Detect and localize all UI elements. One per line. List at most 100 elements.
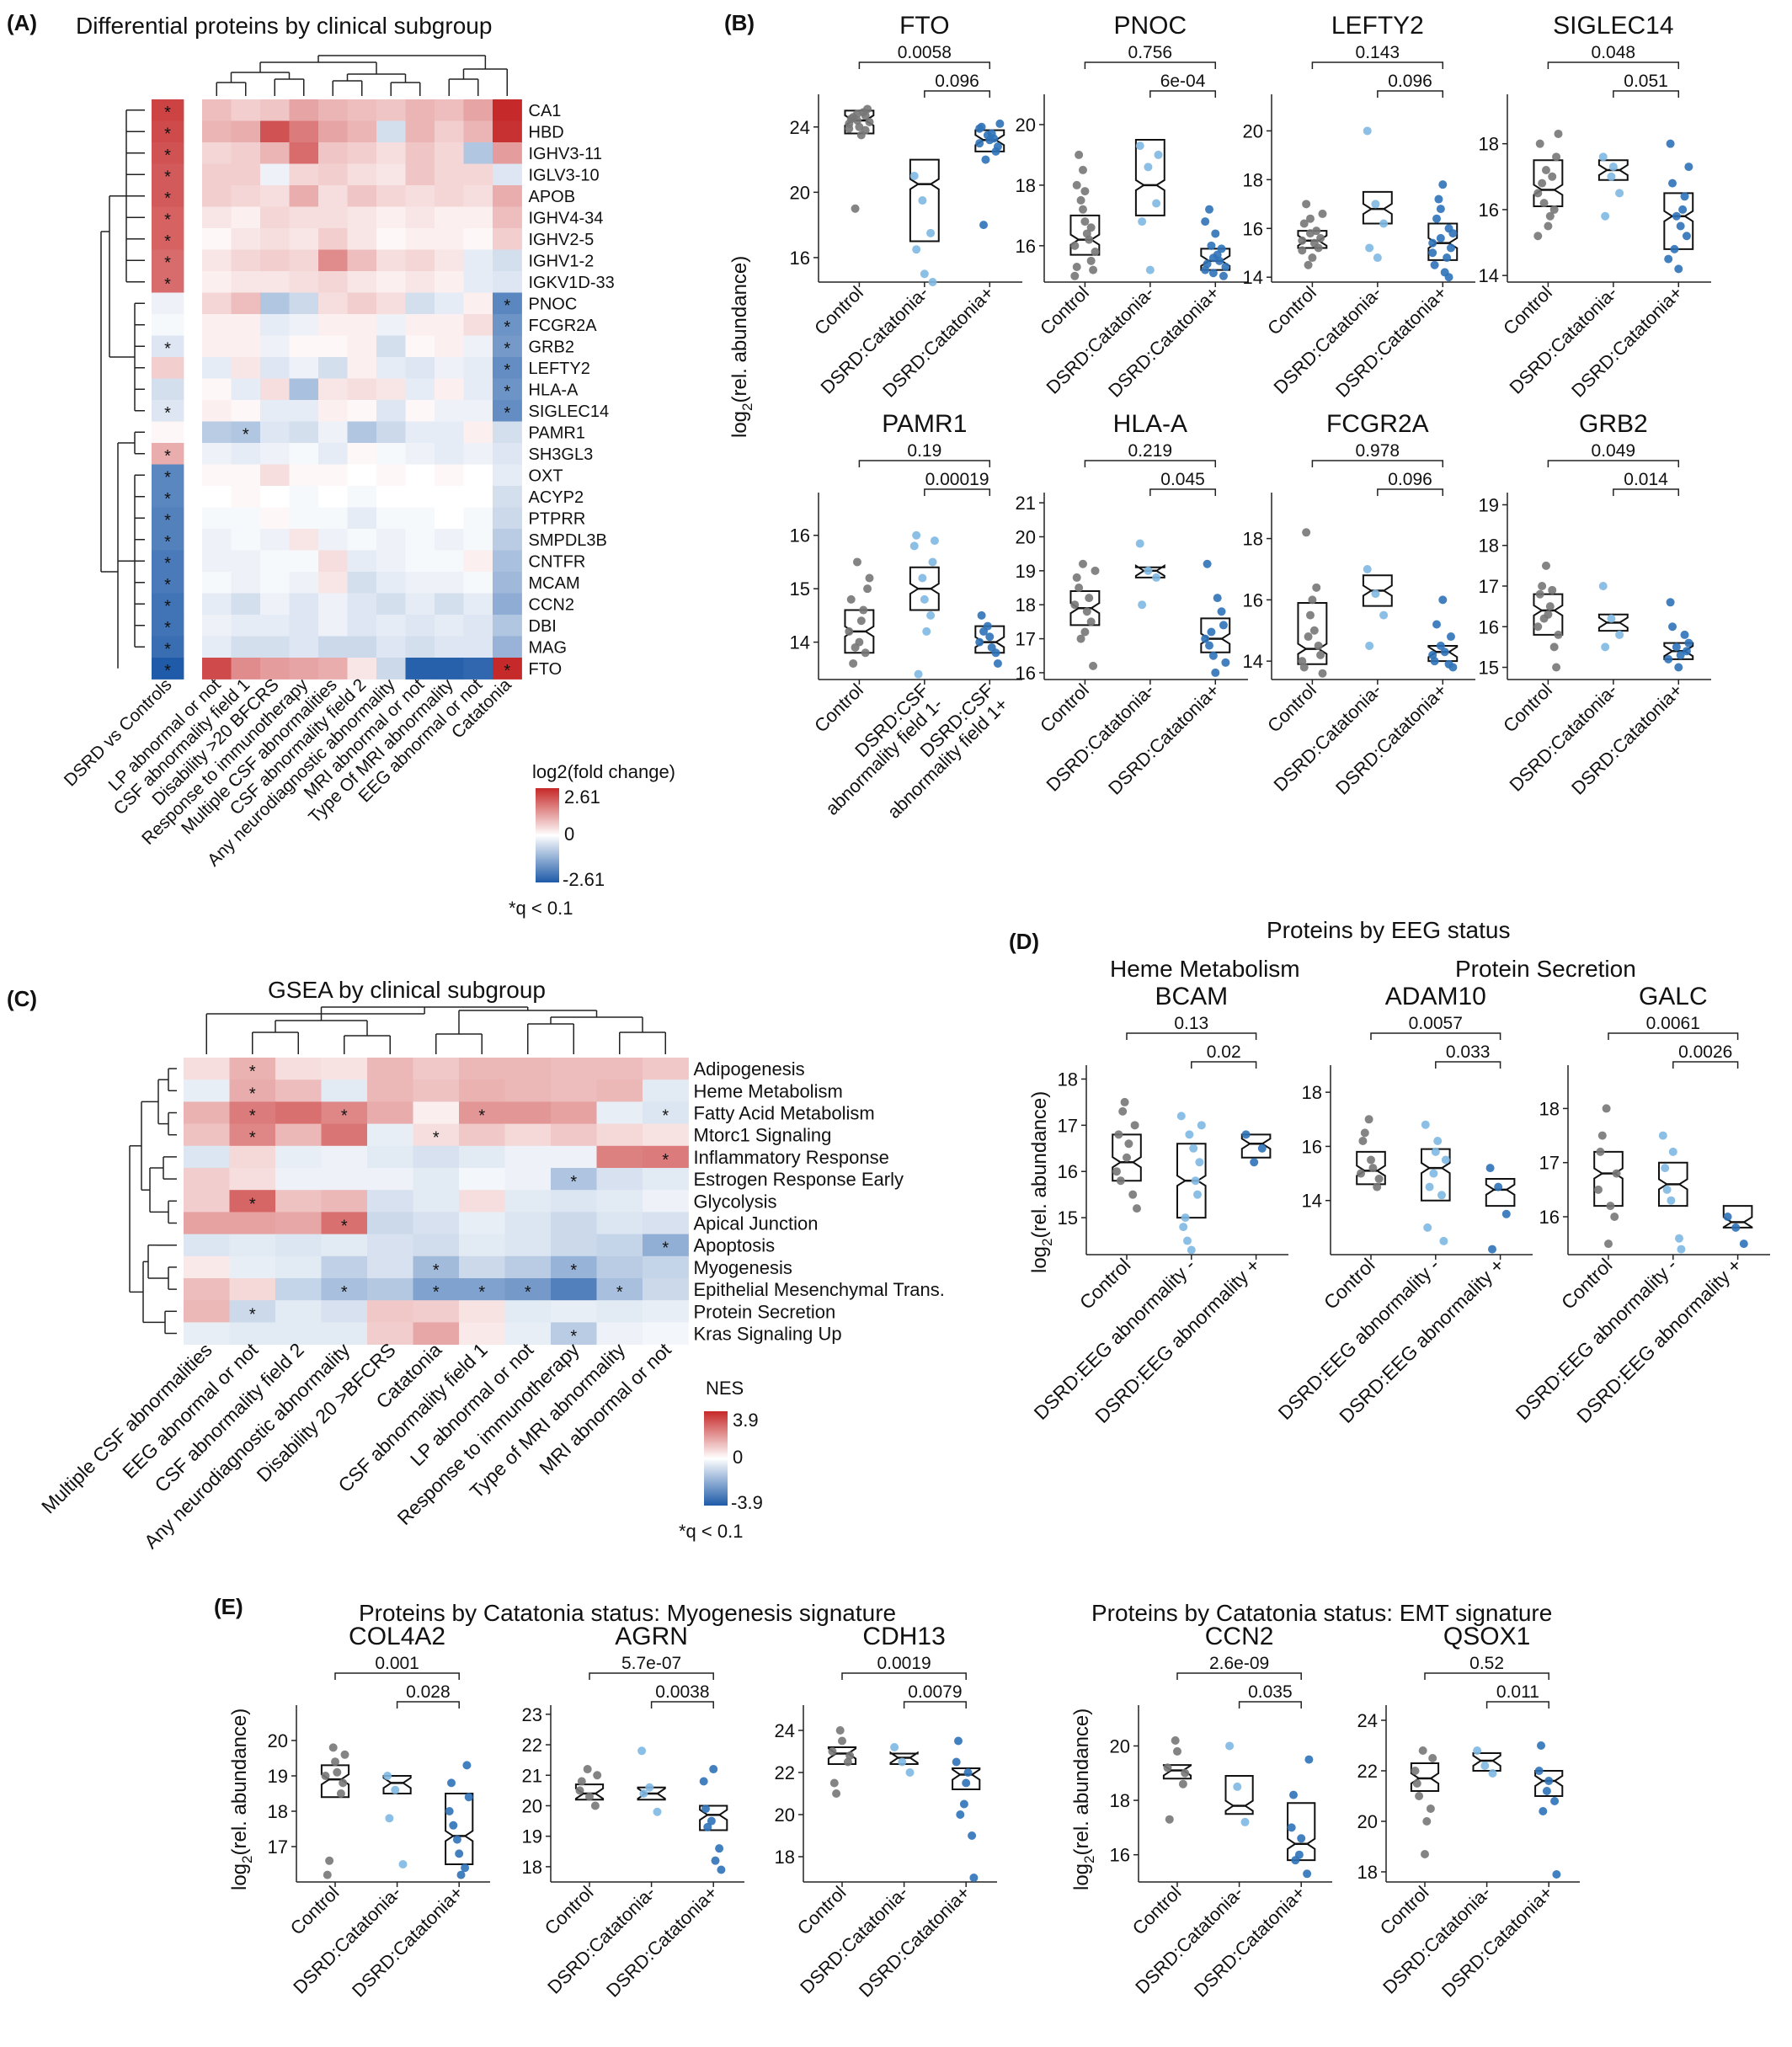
data-point [1086,256,1096,265]
data-point [832,1789,841,1798]
heatmap-cell [289,615,319,637]
data-point [1602,1104,1611,1113]
data-point [890,1743,899,1751]
x-tick-label: Control [810,680,867,737]
heatmap-cell [202,120,232,143]
box [889,1751,919,1765]
data-point [323,1870,332,1879]
box [1593,1150,1624,1207]
heatmap-cell [405,636,435,658]
data-point [843,1757,852,1767]
heatmap-cell [202,572,232,594]
data-point [912,245,921,254]
heatmap-cell [321,1212,368,1234]
heatmap-cell [289,658,319,680]
heatmap-cell [318,335,348,358]
heatmap-cell [376,185,406,207]
chart-title: AGRN [615,1623,688,1650]
heatmap-cell [229,1322,276,1345]
data-point [1195,1158,1204,1167]
data-point [328,1743,338,1752]
significance-bracket [1613,488,1680,496]
heatmap-cell [376,572,406,594]
y-tick-label: 16 [1016,663,1036,684]
y-tick-label: 16 [790,248,810,269]
data-point [1183,1236,1192,1245]
data-point [956,1810,965,1819]
data-point [1367,1155,1375,1165]
data-point [1086,617,1096,626]
data-point [321,1772,330,1780]
heatmap-cell [275,1190,322,1213]
data-point [865,573,874,583]
data-point [1680,192,1689,201]
data-point [1480,1762,1490,1770]
heatmap-cell [405,249,435,272]
data-point [1425,1182,1434,1191]
data-point [1089,661,1098,670]
data-point [1548,585,1557,594]
heatmap-cell [463,572,493,594]
heatmap-cell [551,1234,597,1257]
data-point [1672,211,1681,221]
data-point [1309,238,1319,248]
significance-bracket [1149,488,1217,496]
heatmap-cell [367,1212,413,1234]
panel-e: (E) Proteins by Catatonia status: Myogen… [214,1594,1552,1890]
data-point [1287,1823,1296,1832]
heatmap-cell [347,99,377,121]
y-tick-label: 14 [1302,1191,1322,1212]
significance-bracket [1191,1061,1257,1069]
heatmap-cell [184,1300,230,1323]
heatmap-cell [504,1255,552,1279]
significance-star: * [478,1283,485,1302]
heatmap-cell [202,335,232,358]
heatmap-cell [551,1058,597,1080]
heatmap-cell [551,1101,597,1124]
significance-bracket [858,61,991,69]
x-tick-label: Control [1376,1882,1433,1939]
y-tick-label: 23 [522,1704,542,1725]
heatmap-cell [152,529,184,551]
y-tick-label: 17 [1479,576,1499,597]
heatmap-cell [152,443,184,465]
row-label: Epithelial Mesenchymal Trans. [694,1279,945,1300]
heatmap-cell [231,206,261,229]
box [1200,248,1231,271]
p-value-label: 0.0061 [1646,1014,1700,1033]
heatmap-cell [493,163,522,186]
heatmap-cell [260,400,290,422]
data-point [1208,651,1218,660]
heatmap-cell [260,292,290,315]
data-point [577,1777,586,1786]
data-point [1203,559,1212,568]
heatmap-cell [275,1079,322,1102]
heatmap-cell [184,1255,230,1279]
panel-b-letter: (B) [724,10,755,35]
data-point [1178,1779,1187,1788]
heatmap-cell [231,529,261,551]
data-point [1723,1213,1732,1221]
p-value-label: 2.6e-09 [1209,1654,1269,1673]
heatmap-cell [229,1079,276,1102]
heatmap-cell [289,335,319,358]
heatmap-cell [347,292,377,315]
data-point [985,632,995,642]
significance-bracket [858,460,991,467]
row-label: Estrogen Response Early [694,1169,904,1190]
significance-bracket [1608,1032,1739,1040]
heatmap-cell [152,249,184,272]
heatmap-cell [493,486,522,508]
y-tick-label: 19 [268,1766,288,1787]
heatmap-cell [289,249,319,272]
data-point [1144,163,1153,172]
heatmap-cell [275,1234,322,1257]
significance-bracket [1176,1672,1302,1680]
significance-bracket [589,1672,714,1680]
legend-c-max: 3.9 [733,1410,759,1431]
heatmap-cell [318,378,348,401]
y-tick-label: 20 [1243,120,1263,141]
heatmap-cell [260,572,290,594]
data-point [1240,1817,1250,1826]
